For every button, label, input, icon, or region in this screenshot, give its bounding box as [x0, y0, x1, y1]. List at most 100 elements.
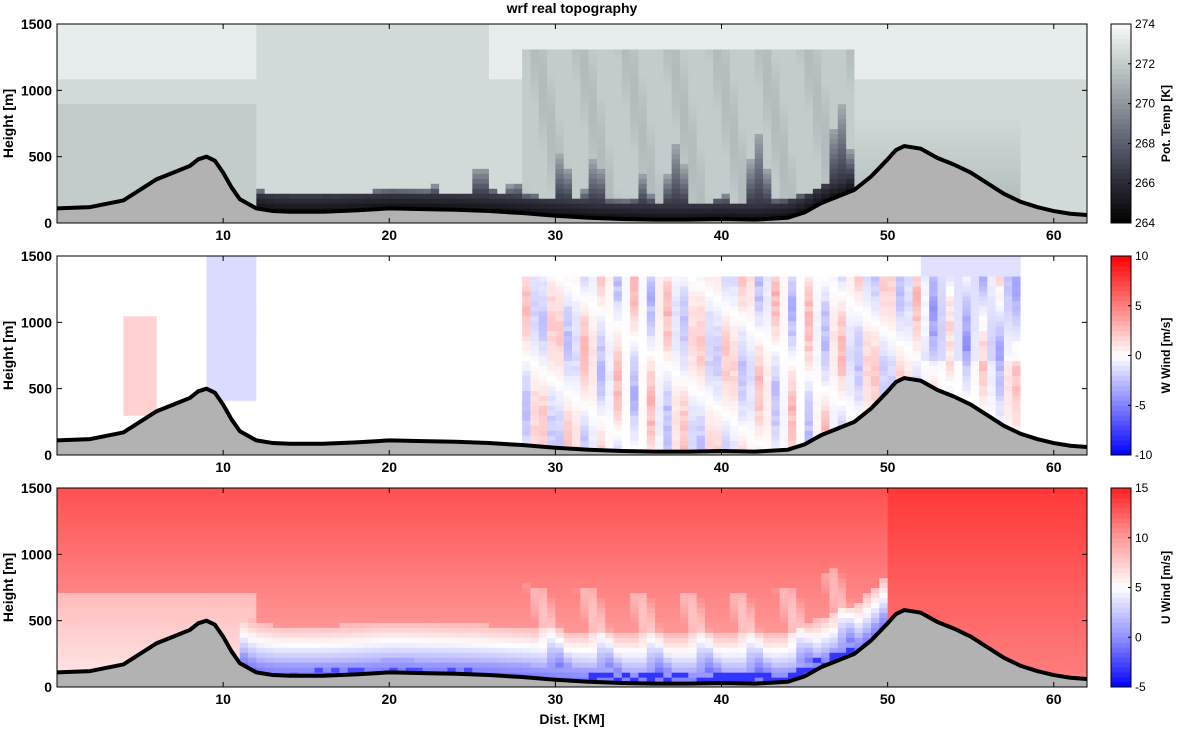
field-cell — [954, 83, 964, 90]
field-cell — [779, 173, 789, 179]
field-cell — [339, 168, 349, 174]
field-cell — [414, 178, 424, 184]
field-cell — [356, 58, 365, 65]
field-cell — [297, 53, 307, 60]
field-cell — [738, 33, 748, 40]
field-cell — [214, 24, 224, 30]
field-cell — [380, 38, 390, 45]
field-cell — [530, 173, 540, 179]
field-cell — [854, 24, 864, 30]
field-cell — [912, 43, 922, 50]
field-cell — [198, 24, 208, 30]
field-cell — [812, 53, 822, 60]
field-cell — [123, 158, 133, 164]
field-cell — [339, 103, 349, 110]
field-cell — [115, 183, 125, 189]
field-cell — [339, 38, 349, 45]
field-cell — [1037, 83, 1047, 90]
field-cell — [140, 118, 149, 125]
field-cell — [430, 48, 440, 55]
field-cell — [713, 83, 723, 90]
field-cell — [912, 118, 922, 125]
field-cell — [804, 68, 814, 75]
field-cell — [1045, 118, 1055, 125]
field-cell — [1037, 48, 1047, 55]
field-cell — [580, 83, 590, 90]
field-cell — [638, 43, 648, 50]
field-cell — [497, 173, 507, 179]
field-cell — [771, 128, 781, 135]
field-cell — [339, 113, 349, 120]
field-cell — [480, 78, 490, 85]
field-cell — [372, 38, 382, 45]
field-cell — [173, 28, 183, 35]
field-cell — [555, 118, 565, 125]
field-cell — [887, 133, 897, 140]
field-cell — [439, 108, 449, 115]
field-cell — [563, 33, 573, 40]
field-cell — [372, 73, 382, 80]
field-cell — [389, 188, 399, 194]
field-cell — [746, 63, 756, 70]
field-cell — [297, 143, 307, 149]
field-cell — [372, 133, 382, 140]
field-cell — [920, 83, 930, 90]
field-cell — [131, 178, 141, 184]
field-cell — [331, 93, 341, 100]
field-cell — [987, 158, 997, 164]
field-cell — [646, 98, 656, 105]
field-cell — [1003, 83, 1013, 90]
field-cell — [1045, 38, 1055, 45]
field-cell — [688, 103, 698, 110]
field-cell — [904, 128, 914, 135]
field-cell — [405, 143, 415, 149]
field-cell — [746, 118, 756, 125]
field-cell — [954, 38, 964, 45]
field-cell — [148, 163, 158, 169]
field-cell — [696, 73, 706, 80]
field-cell — [663, 53, 673, 60]
field-cell — [73, 148, 83, 154]
field-cell — [497, 163, 507, 169]
field-cell — [272, 143, 282, 149]
field-cell — [455, 133, 465, 140]
field-cell — [206, 43, 216, 50]
field-cell — [331, 148, 341, 154]
field-cell — [621, 43, 631, 50]
field-cell — [613, 203, 623, 209]
field-cell — [488, 198, 498, 204]
field-cell — [513, 93, 523, 100]
field-cell — [90, 113, 100, 120]
field-cell — [505, 173, 515, 179]
field-cell — [904, 123, 914, 130]
field-cell — [314, 38, 324, 45]
field-cell — [322, 133, 332, 140]
field-cell — [1012, 83, 1022, 90]
field-cell — [248, 83, 257, 90]
field-cell — [430, 58, 440, 65]
field-cell — [688, 38, 698, 45]
field-cell — [223, 133, 233, 140]
field-cell — [696, 78, 706, 85]
field-cell — [979, 93, 988, 100]
field-cell — [1037, 73, 1047, 80]
field-cell — [123, 28, 133, 35]
field-cell — [81, 24, 91, 30]
field-cell — [912, 103, 922, 110]
field-cell — [655, 213, 664, 219]
field-cell — [679, 83, 689, 90]
field-cell — [1070, 83, 1080, 90]
field-cell — [605, 208, 615, 214]
field-cell — [73, 118, 83, 125]
field-cell — [356, 203, 365, 209]
field-cell — [954, 108, 964, 115]
field-cell — [572, 93, 581, 100]
field-cell — [331, 153, 341, 159]
field-cell — [231, 128, 241, 135]
field-cell — [106, 63, 116, 70]
field-cell — [1062, 178, 1071, 184]
field-cell — [812, 48, 822, 55]
field-cell — [81, 33, 91, 40]
field-cell — [73, 198, 83, 204]
field-cell — [389, 98, 399, 105]
